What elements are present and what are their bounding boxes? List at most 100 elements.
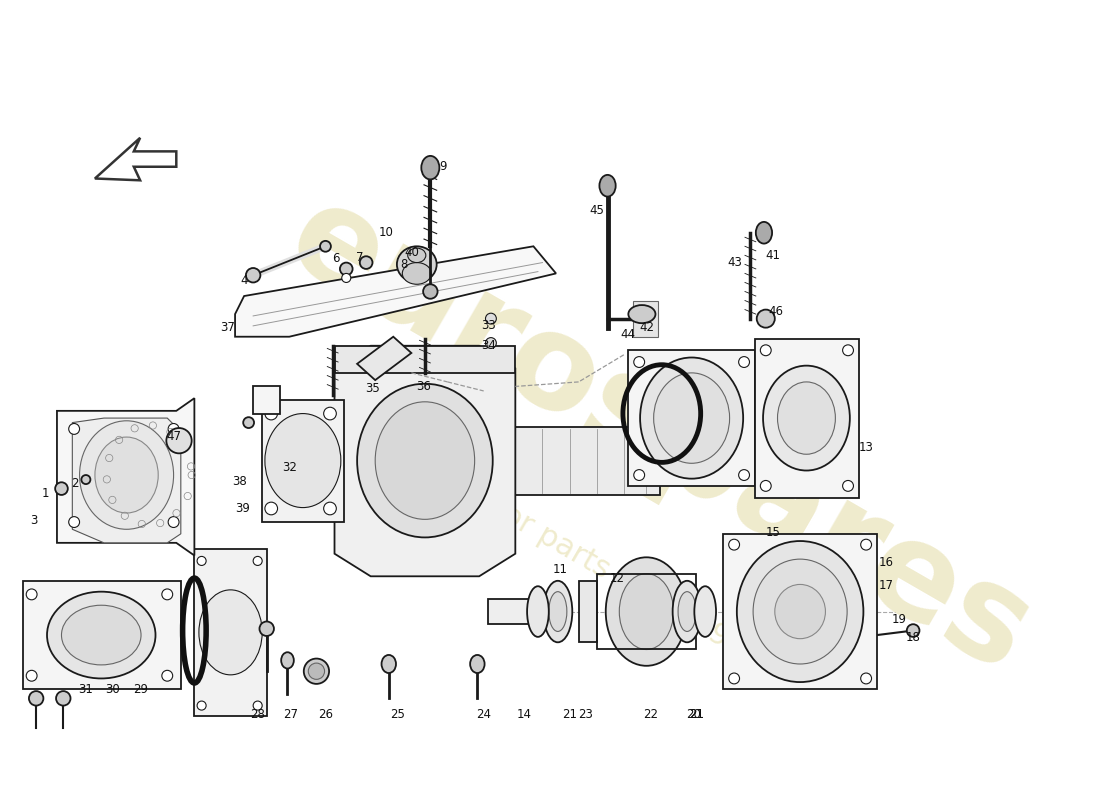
Ellipse shape: [358, 384, 493, 538]
Polygon shape: [358, 337, 411, 380]
Text: 35: 35: [365, 382, 380, 394]
Ellipse shape: [754, 559, 847, 664]
Text: 18: 18: [905, 631, 921, 644]
Polygon shape: [334, 346, 515, 373]
Text: 26: 26: [318, 708, 333, 721]
Text: 2: 2: [72, 477, 79, 490]
Ellipse shape: [678, 592, 696, 631]
Polygon shape: [195, 549, 266, 717]
Ellipse shape: [55, 482, 68, 495]
Ellipse shape: [168, 423, 179, 434]
Text: 23: 23: [579, 708, 593, 721]
Ellipse shape: [408, 248, 426, 262]
Text: 45: 45: [590, 204, 604, 217]
Ellipse shape: [162, 670, 173, 681]
Text: 46: 46: [768, 305, 783, 318]
Polygon shape: [23, 581, 180, 690]
Text: 36: 36: [416, 380, 430, 393]
Text: 30: 30: [106, 683, 120, 696]
Ellipse shape: [81, 475, 90, 484]
Ellipse shape: [421, 156, 439, 179]
Polygon shape: [488, 599, 542, 624]
Ellipse shape: [485, 314, 496, 324]
Ellipse shape: [342, 274, 351, 282]
Ellipse shape: [737, 541, 864, 682]
Text: 21: 21: [562, 708, 578, 721]
Ellipse shape: [308, 663, 324, 679]
Ellipse shape: [360, 256, 373, 269]
Ellipse shape: [68, 423, 79, 434]
Ellipse shape: [760, 345, 771, 356]
Ellipse shape: [95, 437, 158, 513]
Text: 12: 12: [610, 572, 625, 585]
Ellipse shape: [728, 673, 739, 684]
Text: 28: 28: [250, 708, 265, 721]
Ellipse shape: [606, 558, 688, 666]
Ellipse shape: [243, 417, 254, 428]
Ellipse shape: [634, 470, 645, 481]
Text: 17: 17: [879, 579, 893, 592]
Ellipse shape: [694, 586, 716, 637]
Ellipse shape: [619, 574, 673, 650]
Ellipse shape: [600, 175, 616, 197]
Text: 39: 39: [235, 502, 250, 515]
Ellipse shape: [68, 517, 79, 527]
Text: 29: 29: [133, 683, 147, 696]
Ellipse shape: [403, 262, 431, 284]
Text: 3: 3: [31, 514, 38, 526]
Ellipse shape: [162, 589, 173, 600]
Ellipse shape: [843, 481, 854, 491]
Ellipse shape: [640, 358, 744, 478]
Ellipse shape: [199, 590, 262, 675]
Ellipse shape: [860, 673, 871, 684]
Polygon shape: [632, 301, 658, 337]
Text: 27: 27: [284, 708, 298, 721]
Ellipse shape: [304, 658, 329, 684]
Ellipse shape: [760, 481, 771, 491]
Ellipse shape: [757, 310, 774, 328]
Polygon shape: [515, 427, 660, 495]
Ellipse shape: [197, 701, 206, 710]
Text: 6: 6: [332, 251, 340, 265]
Ellipse shape: [543, 581, 572, 642]
Ellipse shape: [382, 655, 396, 673]
Polygon shape: [579, 581, 596, 642]
Ellipse shape: [323, 502, 337, 515]
Ellipse shape: [166, 428, 191, 454]
Ellipse shape: [340, 262, 353, 275]
Ellipse shape: [253, 557, 262, 566]
Ellipse shape: [424, 284, 438, 298]
Text: 10: 10: [378, 226, 394, 239]
Ellipse shape: [26, 670, 37, 681]
Text: eurospares: eurospares: [267, 173, 1053, 700]
Text: 25: 25: [390, 708, 405, 721]
Ellipse shape: [26, 589, 37, 600]
Text: 20: 20: [686, 708, 701, 721]
Ellipse shape: [485, 338, 496, 349]
Text: 9: 9: [439, 160, 447, 174]
Ellipse shape: [628, 305, 656, 323]
Text: 32: 32: [282, 462, 297, 474]
Ellipse shape: [168, 517, 179, 527]
Polygon shape: [334, 346, 515, 576]
Text: 21: 21: [689, 708, 704, 721]
Ellipse shape: [197, 557, 206, 566]
Polygon shape: [724, 534, 877, 690]
Polygon shape: [73, 418, 180, 543]
Text: 31: 31: [78, 683, 94, 696]
Ellipse shape: [253, 701, 262, 710]
Text: 41: 41: [766, 249, 781, 262]
Ellipse shape: [738, 470, 749, 481]
Text: 42: 42: [639, 321, 653, 334]
Text: 33: 33: [481, 319, 496, 332]
Text: 37: 37: [220, 321, 235, 334]
Text: 11: 11: [553, 563, 568, 577]
Ellipse shape: [549, 592, 566, 631]
Polygon shape: [628, 350, 755, 486]
Polygon shape: [253, 386, 280, 414]
Ellipse shape: [906, 624, 920, 637]
Ellipse shape: [79, 421, 174, 530]
Text: 34: 34: [481, 339, 496, 352]
Ellipse shape: [756, 222, 772, 243]
Text: 44: 44: [620, 329, 636, 342]
